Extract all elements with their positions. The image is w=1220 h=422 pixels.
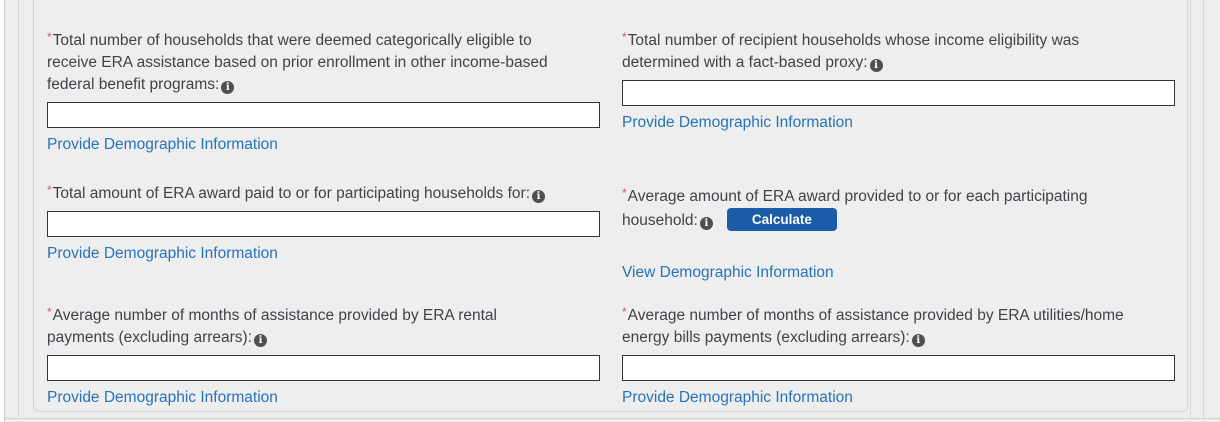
info-icon[interactable]: i [911, 334, 925, 347]
field-label-text: Total number of households that were dee… [47, 32, 548, 93]
field-fact-based-proxy-households: *Total number of recipient households wh… [622, 26, 1178, 132]
field-label-text: Average number of months of assistance p… [622, 307, 1124, 346]
provide-demographic-information-link[interactable]: Provide Demographic Information [47, 136, 278, 153]
container-border-bottom [4, 418, 1220, 419]
total-era-award-paid-input[interactable] [47, 211, 600, 237]
container-border-right-outer [1203, 0, 1204, 418]
categorically-eligible-households-input[interactable] [47, 102, 600, 128]
field-label: *Average number of months of assistance … [47, 301, 603, 349]
required-marker: * [622, 30, 627, 44]
field-label-text: Average amount of ERA award provided to … [622, 188, 1088, 229]
field-average-months-utilities: *Average number of months of assistance … [622, 301, 1178, 407]
container-border-right-inner [1190, 0, 1191, 418]
info-icon[interactable]: i [221, 81, 235, 94]
provide-demographic-information-link[interactable]: Provide Demographic Information [622, 114, 853, 131]
field-label-text: Average number of months of assistance p… [47, 307, 497, 346]
provide-demographic-information-link[interactable]: Provide Demographic Information [47, 245, 278, 262]
info-icon[interactable]: i [254, 334, 268, 347]
average-months-rental-input[interactable] [47, 355, 600, 381]
field-label: *Total amount of ERA award paid to or fo… [47, 179, 603, 205]
field-label: *Average amount of ERA award provided to… [622, 182, 1178, 232]
field-average-months-rental: *Average number of months of assistance … [47, 301, 603, 407]
required-marker: * [622, 305, 627, 319]
field-label: *Total number of recipient households wh… [622, 26, 1178, 74]
form-section-panel [33, 0, 1188, 412]
field-label: *Average number of months of assistance … [622, 301, 1178, 349]
provide-demographic-information-link[interactable]: Provide Demographic Information [622, 389, 853, 406]
calculate-button[interactable]: Calculate [726, 208, 837, 231]
field-average-era-award: *Average amount of ERA award provided to… [622, 182, 1178, 282]
field-label-text: Total amount of ERA award paid to or for… [52, 185, 531, 202]
provide-demographic-information-link[interactable]: Provide Demographic Information [47, 389, 278, 406]
view-demographic-information-link[interactable]: View Demographic Information [622, 264, 834, 281]
field-categorically-eligible-households: *Total number of households that were de… [47, 26, 603, 154]
required-marker: * [47, 305, 52, 319]
required-marker: * [47, 183, 52, 197]
fact-based-proxy-households-input[interactable] [622, 80, 1175, 106]
field-total-era-award-paid: *Total amount of ERA award paid to or fo… [47, 179, 603, 263]
info-icon[interactable]: i [869, 59, 883, 72]
info-icon[interactable]: i [532, 190, 546, 203]
field-label: *Total number of households that were de… [47, 26, 603, 96]
required-marker: * [622, 186, 627, 200]
field-label-text: Total number of recipient households who… [622, 32, 1080, 71]
average-months-utilities-input[interactable] [622, 355, 1175, 381]
info-icon[interactable]: i [699, 217, 713, 230]
required-marker: * [47, 30, 52, 44]
container-border-left [18, 0, 19, 418]
